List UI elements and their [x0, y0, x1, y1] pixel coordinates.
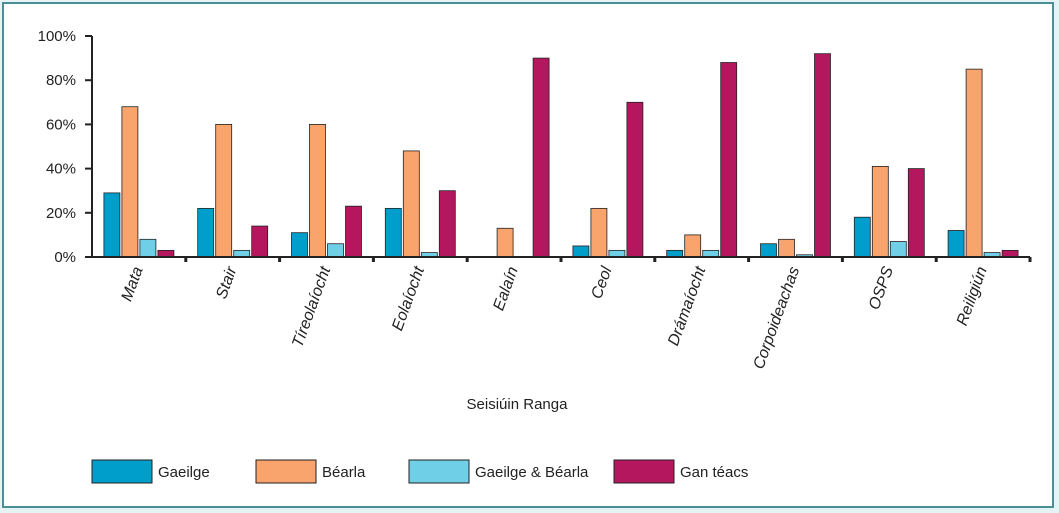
bar	[402, 150, 420, 258]
y-axis: 0% 20% 40% 60% 80% 100%	[38, 28, 93, 266]
bars	[103, 53, 1019, 258]
bar	[590, 207, 608, 258]
x-category-label: Reiligiún	[954, 264, 991, 328]
bar	[907, 168, 925, 258]
legend-label: Béarla	[322, 464, 366, 481]
bar	[853, 216, 871, 258]
y-tick-label: 100%	[38, 28, 76, 45]
bar	[778, 238, 795, 258]
y-tick-label: 0%	[54, 249, 76, 266]
legend-label: Gan téacs	[680, 464, 748, 481]
bar	[327, 243, 344, 258]
bar	[889, 241, 907, 258]
bar	[103, 192, 121, 258]
bar	[309, 124, 326, 258]
legend-label: Gaeilge & Béarla	[475, 464, 589, 481]
x-category-label: OSPS	[866, 264, 897, 312]
bar	[760, 243, 777, 258]
x-axis-title: Seisiúin Ranga	[467, 396, 569, 413]
y-tick-label: 20%	[46, 205, 76, 222]
y-tick-label: 80%	[46, 72, 76, 89]
bar	[251, 225, 269, 258]
bar	[720, 62, 738, 258]
bar	[291, 232, 308, 258]
bar	[947, 230, 965, 258]
x-category-label: Stair	[213, 264, 240, 301]
bar	[532, 57, 550, 258]
x-category-label: Tíreolaíocht	[289, 264, 334, 350]
legend-swatch	[613, 459, 675, 484]
bar	[215, 124, 233, 258]
legend-swatch	[408, 459, 470, 484]
y-tick-label: 40%	[46, 161, 76, 178]
x-category-label: Ceol	[588, 264, 615, 301]
x-category-label: Ealaín	[490, 264, 522, 313]
bar	[345, 205, 362, 258]
bar	[197, 207, 215, 258]
x-category-label: Eolaíocht	[389, 264, 428, 333]
bar	[684, 234, 702, 258]
bar	[139, 238, 157, 258]
legend-swatch	[255, 459, 317, 484]
x-axis: Mata Stair Tíreolaíocht Eolaíocht Ealaín Ceol…	[92, 256, 1032, 372]
legend: Gaeilge Béarla Gaeilge & Béarla Gan téacs	[91, 459, 748, 484]
x-category-label: Mata	[119, 264, 147, 303]
legend-swatch	[91, 459, 153, 484]
y-tick-label: 60%	[46, 116, 76, 133]
bar	[965, 68, 983, 258]
bar	[496, 227, 514, 258]
bar	[438, 190, 456, 258]
bar	[814, 53, 831, 258]
bar	[384, 207, 402, 258]
x-category-label: Corpoideachas	[750, 265, 803, 372]
x-category-label: Drámaíocht	[665, 264, 709, 348]
bar	[121, 106, 139, 258]
bar	[572, 245, 590, 258]
legend-label: Gaeilge	[158, 464, 210, 481]
bar	[871, 165, 889, 258]
bar	[626, 101, 644, 258]
